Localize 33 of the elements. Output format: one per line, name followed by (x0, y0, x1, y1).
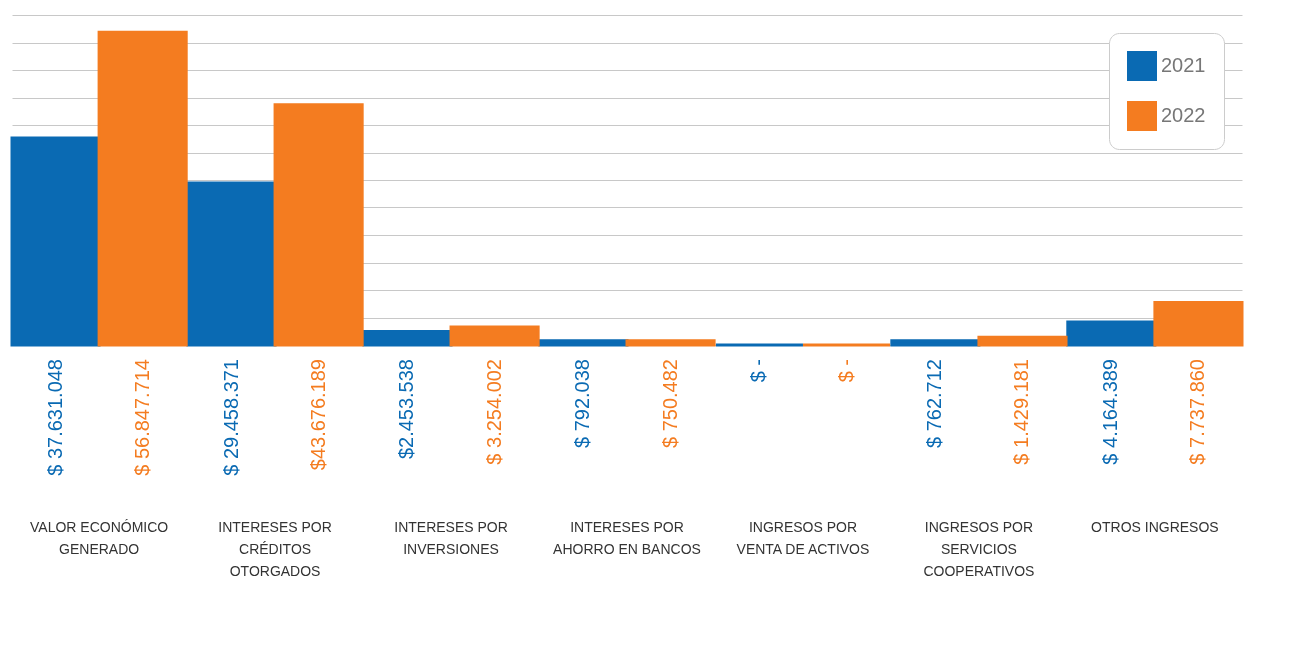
bar (625, 339, 716, 347)
legend-label: 2021 (1161, 54, 1206, 76)
x-tick-label: OTROS INGRESOS (1091, 518, 1219, 535)
data-label: $ - (747, 359, 770, 383)
bar (97, 30, 188, 347)
x-tick-label: INGRESOS POR SERVICIOS COOPERATIVOS (923, 518, 1035, 579)
data-label: $ 762.712 (923, 359, 946, 448)
data-label: $2.453.538 (395, 359, 418, 460)
data-label: $ 56.847.714 (130, 359, 153, 476)
data-label: $ 4.164.389 (1099, 359, 1122, 465)
bar (362, 330, 453, 347)
bar (538, 339, 629, 347)
data-label: $ 1.429.181 (1010, 359, 1033, 465)
x-tick-label: INGRESOS POR VENTA DE ACTIVOS (736, 518, 870, 557)
data-label: $ 37.631.048 (43, 359, 66, 476)
x-tick-label: INTERESES POR INVERSIONES (394, 518, 508, 557)
data-label: $ 7.737.860 (1186, 359, 1209, 465)
bar (186, 181, 277, 347)
data-label: $ - (834, 359, 857, 383)
data-label: $ 750.482 (658, 359, 681, 448)
bar (10, 136, 101, 347)
bar (449, 325, 540, 347)
data-label: $ 792.038 (571, 359, 594, 448)
data-label: $ 29.458.371 (219, 359, 242, 476)
bar (1153, 300, 1244, 347)
data-label: $ 3.254.002 (482, 359, 505, 465)
data-label: $43.676.189 (306, 359, 329, 471)
bar (273, 103, 364, 347)
bar (977, 335, 1068, 347)
x-tick-label: INTERESES POR AHORRO EN BANCOS (553, 518, 701, 557)
legend-label: 2022 (1161, 104, 1206, 126)
x-tick-label: VALOR ECONÓMICO GENERADO (30, 518, 169, 557)
x-tick-label: INTERESES POR CRÉDITOS OTORGADOS (218, 518, 332, 579)
